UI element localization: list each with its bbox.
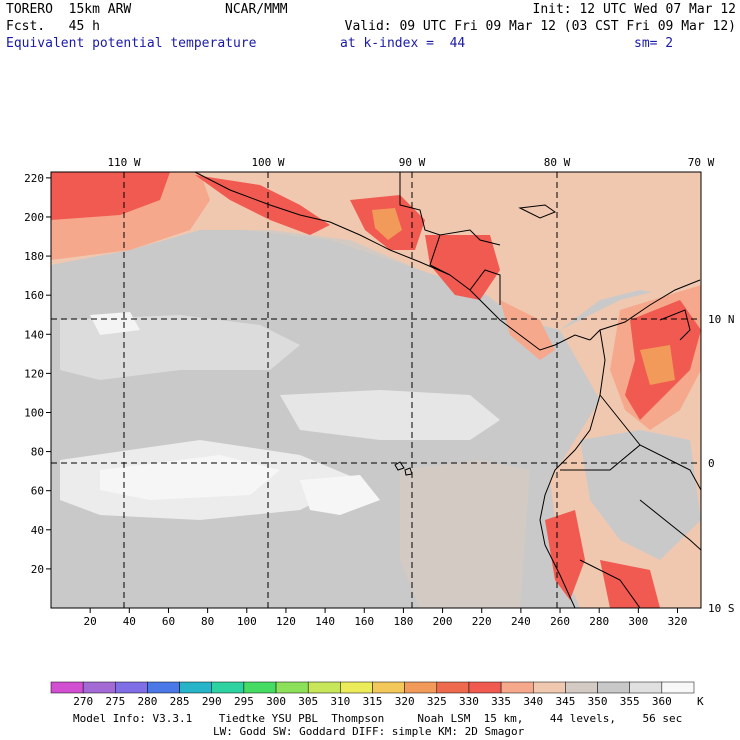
colorbar-tick-label: 330: [459, 695, 479, 708]
colorbar-swatch: [243, 681, 277, 694]
lon-label-100w: 100 W: [251, 156, 284, 169]
colorbar-tick-label: 340: [523, 695, 543, 708]
left-tick-label: 20: [31, 563, 44, 576]
colorbar-swatch: [340, 681, 373, 694]
colorbar-tick-label: 345: [555, 695, 575, 708]
colorbar: [50, 681, 695, 694]
graticule: [51, 172, 701, 608]
left-tick-label: 60: [31, 485, 44, 498]
longitude-labels: 110 W 100 W 90 W 80 W 70 W: [107, 156, 714, 169]
init-time: Init: 12 UTC Wed 07 Mar 12: [532, 2, 737, 17]
model-name: TORERO 15km ARW: [6, 2, 132, 17]
colorbar-tick-label: 350: [588, 695, 608, 708]
center-name: NCAR/MMM: [225, 2, 288, 17]
bottom-tick-label: 100: [237, 615, 257, 628]
colorbar-swatch: [661, 681, 695, 694]
colorbar-swatch: [211, 681, 245, 694]
bottom-tick-label: 180: [393, 615, 413, 628]
bottom-tick-label: 20: [84, 615, 97, 628]
colorbar-tick-label: 325: [427, 695, 447, 708]
bottom-tick-label: 140: [315, 615, 335, 628]
lon-label-110w: 110 W: [107, 156, 140, 169]
left-tick-label: 200: [24, 211, 44, 224]
left-tick-label: 40: [31, 524, 44, 537]
physics-info: LW: Godd SW: Goddard DIFF: simple KM: 2D…: [213, 725, 525, 738]
lon-label-80w: 80 W: [544, 156, 571, 169]
map-frame: [50, 171, 702, 609]
colorbar-tick-label: 335: [491, 695, 511, 708]
bottom-tick-label: 120: [276, 615, 296, 628]
bottom-axis: 20 40 60 80 100 120 140 160 180 200 220 240 260 280 30…: [84, 608, 688, 628]
colorbar-swatch: [500, 681, 534, 694]
bottom-tick-label: 40: [123, 615, 136, 628]
model-info: Model Info: V3.3.1 Tiedtke YSU PBL Thomp…: [73, 712, 683, 725]
left-tick-label: 80: [31, 446, 44, 459]
colorbar-tick-label: 360: [652, 695, 672, 708]
colorbar-tick-label: 275: [105, 695, 125, 708]
colorbar-labels: 270 275 280 285 290 295 300 305 310 315 320 325 330 3…: [73, 695, 672, 708]
colorbar-tick-label: 320: [395, 695, 415, 708]
colorbar-tick-label: 355: [620, 695, 640, 708]
colorbar-swatch: [597, 681, 630, 694]
theta-e-field: [51, 172, 701, 608]
colorbar-tick-label: 315: [363, 695, 383, 708]
bottom-tick-label: 60: [162, 615, 175, 628]
valid-time: Valid: 09 UTC Fri 09 Mar 12 (03 CST Fri …: [344, 19, 736, 34]
colorbar-swatch: [115, 681, 148, 694]
bottom-tick-label: 280: [589, 615, 609, 628]
bottom-tick-label: 80: [201, 615, 214, 628]
colorbar-tick-label: 285: [170, 695, 190, 708]
colorbar-swatch: [50, 681, 84, 694]
left-tick-label: 140: [24, 328, 44, 341]
colorbar-swatch: [436, 681, 470, 694]
colorbar-swatch: [468, 681, 502, 694]
left-tick-label: 100: [24, 406, 44, 419]
coastlines: [194, 172, 701, 608]
colorbar-swatch: [629, 681, 663, 694]
left-tick-label: 180: [24, 250, 44, 263]
left-tick-label: 220: [24, 172, 44, 185]
latitude-labels: 10 N 0 10 S: [708, 313, 735, 615]
bottom-tick-label: 300: [628, 615, 648, 628]
colorbar-tick-label: 300: [266, 695, 286, 708]
left-tick-label: 120: [24, 367, 44, 380]
colorbar-tick-label: 290: [202, 695, 222, 708]
lat-label-0: 0: [708, 457, 715, 470]
colorbar-tick-label: 280: [138, 695, 158, 708]
colorbar-swatch: [565, 681, 598, 694]
field-name: Equivalent potential temperature: [6, 36, 257, 51]
bottom-tick-label: 220: [472, 615, 492, 628]
left-axis: 20 40 60 80 100 120 140 160 180 200 220: [24, 172, 51, 576]
colorbar-swatch: [82, 681, 116, 694]
forecast-hour: Fcst. 45 h: [6, 19, 100, 34]
bottom-tick-label: 200: [433, 615, 453, 628]
colorbar-swatch: [533, 681, 566, 694]
colorbar-tick-label: 310: [330, 695, 350, 708]
colorbar-tick-label: 270: [73, 695, 93, 708]
lon-label-70w: 70 W: [688, 156, 715, 169]
bottom-tick-label: 240: [511, 615, 531, 628]
colorbar-swatch: [404, 681, 438, 694]
bottom-tick-label: 160: [354, 615, 374, 628]
left-tick-label: 160: [24, 289, 44, 302]
colorbar-swatch: [307, 681, 341, 694]
bottom-tick-label: 260: [550, 615, 570, 628]
colorbar-tick-label: 295: [234, 695, 254, 708]
lat-label-10n: 10 N: [708, 313, 735, 326]
colorbar-tick-label: 305: [298, 695, 318, 708]
colorbar-swatch: [275, 681, 309, 694]
bottom-tick-label: 320: [668, 615, 688, 628]
smoothing-label: sm= 2: [634, 36, 674, 51]
lat-label-10s: 10 S: [708, 602, 735, 615]
colorbar-swatch: [372, 681, 405, 694]
lon-label-90w: 90 W: [399, 156, 426, 169]
colorbar-unit: K: [697, 695, 704, 708]
level-label: at k-index = 44: [340, 36, 466, 51]
colorbar-swatch: [179, 681, 213, 694]
colorbar-swatch: [147, 681, 180, 694]
